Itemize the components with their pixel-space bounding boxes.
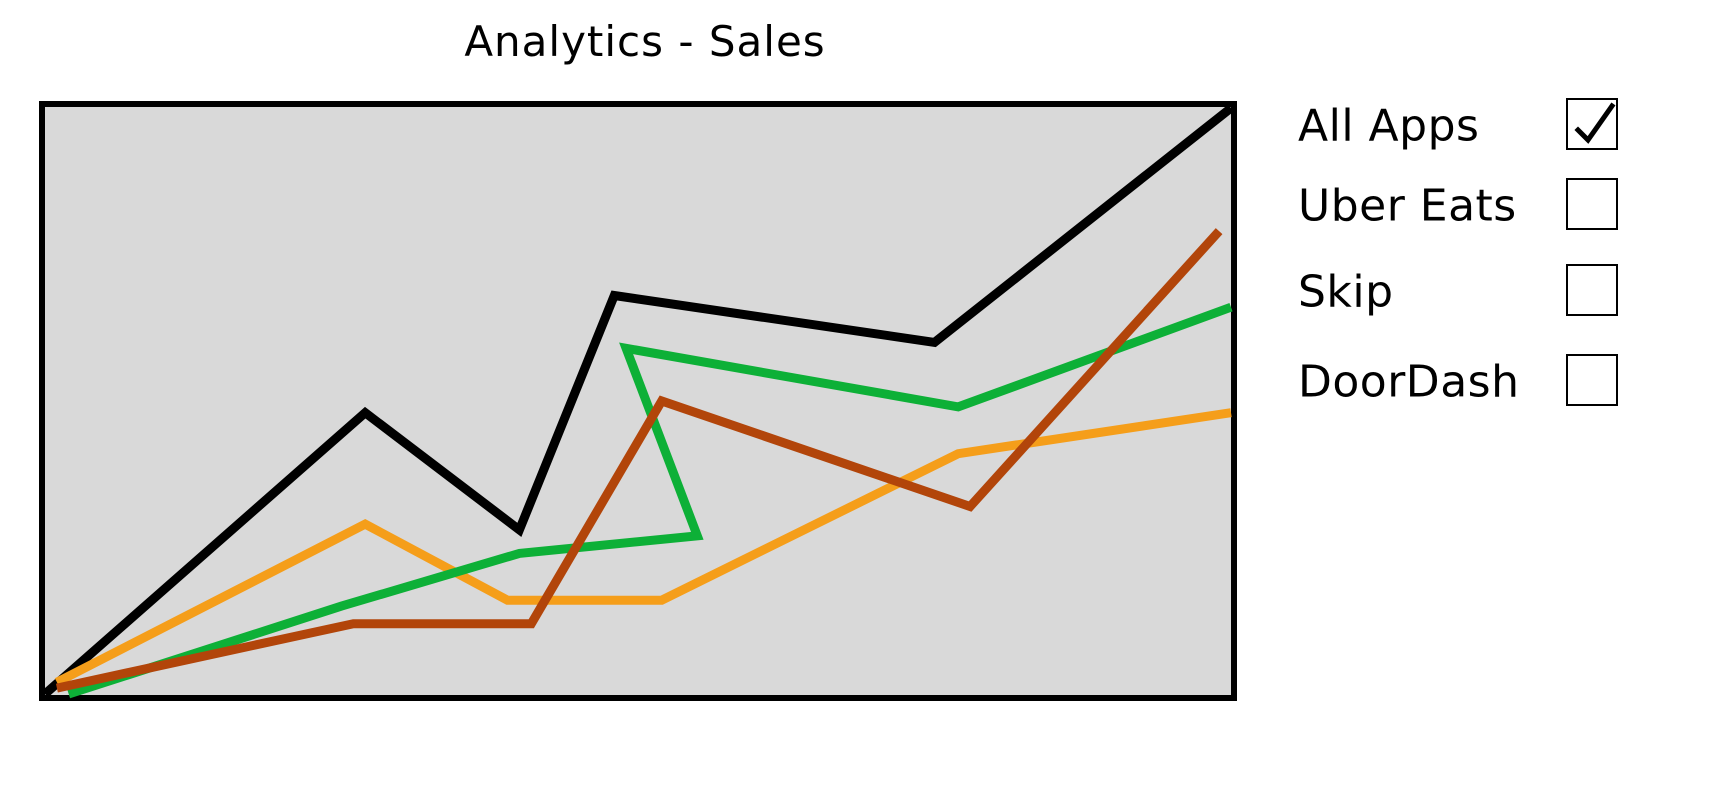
- doordash-checkbox[interactable]: [1566, 354, 1618, 406]
- series-line-all-apps: [42, 104, 1234, 698]
- legend-label-skip: Skip: [1298, 266, 1394, 318]
- legend-label-uber-eats: Uber Eats: [1298, 180, 1517, 232]
- series-line-uber-eats: [55, 228, 1223, 693]
- legend-label-doordash: DoorDash: [1298, 356, 1520, 408]
- skip-checkbox[interactable]: [1566, 264, 1618, 316]
- uber-eats-checkbox[interactable]: [1566, 178, 1618, 230]
- series-line-skip: [67, 302, 1233, 699]
- legend-label-all-apps: All Apps: [1298, 100, 1480, 152]
- series-layer: [42, 104, 1234, 699]
- page-title: Analytics - Sales: [464, 17, 826, 66]
- plot-area: [39, 101, 1237, 701]
- all-apps-checkbox[interactable]: [1566, 98, 1618, 150]
- checkmark-icon: [1574, 102, 1616, 144]
- series-line-doordash: [54, 408, 1232, 687]
